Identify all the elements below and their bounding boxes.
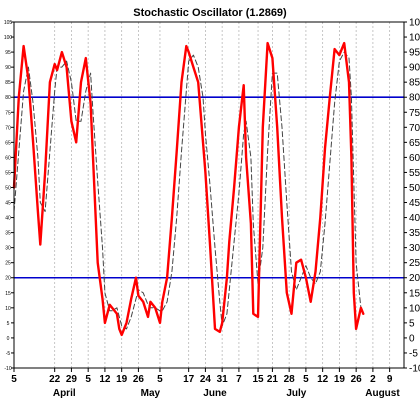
y-tick-label-right: 70 [409,123,420,134]
month-label: April [53,388,76,399]
y-tick-label-left: 25 [5,261,11,267]
x-tick-label: 5 [303,374,309,385]
y-tick-label-left: 60 [5,155,11,161]
x-tick-label: 29 [66,374,78,385]
x-tick-label: 7 [236,374,242,385]
x-tick-label: 28 [284,374,296,385]
x-tick-label: 5 [85,374,91,385]
month-label: May [141,388,161,399]
y-tick-label-left: 45 [5,201,11,207]
x-tick-label: 19 [116,374,128,385]
x-tick-label: 21 [267,374,279,385]
y-tick-label-right: 25 [409,258,420,269]
y-tick-label-left: 105 [4,20,13,26]
y-tick-label-left: 55 [5,170,11,176]
x-tick-label: 2 [370,374,376,385]
y-tick-label-right: 65 [409,138,420,149]
x-tick-label: 22 [49,374,61,385]
y-tick-label-right: 15 [409,288,420,299]
y-tick-label-right: 30 [409,243,420,254]
y-tick-label-left: 80 [5,95,11,101]
x-tick-label: 26 [351,374,363,385]
y-tick-label-left: 20 [5,276,11,282]
series-line-d [13,51,364,330]
y-tick-label-right: 105 [409,18,420,29]
month-labels: April May June July August [53,388,400,399]
y-tick-label-left: 15 [5,291,11,297]
y-tick-label-right: 55 [409,168,420,179]
y-tick-label-left: 90 [5,65,11,71]
plot-frame [13,21,405,369]
month-label: August [365,388,400,399]
x-tick-label: 19 [334,374,346,385]
y-tick-label-right: 45 [409,198,420,209]
x-tick-label: 9 [387,374,393,385]
y-tick-label-left: 5 [7,321,10,327]
x-tick-label: 26 [133,374,145,385]
y-tick-label-right: 40 [409,213,420,224]
y-tick-label-left: -5 [6,351,11,357]
y-tick-label-right: 100 [409,33,420,44]
y-tick-label-right: 50 [409,183,420,194]
y-axis-ticks: -10-10-5-5005510101515202025253030353540… [4,18,420,375]
y-tick-label-left: 50 [5,185,11,191]
x-tick-label: 5 [157,374,163,385]
y-tick-label-right: 10 [409,303,420,314]
y-tick-label-left: 35 [5,231,11,237]
y-tick-label-right: 5 [409,318,415,329]
y-tick-label-left: 30 [5,246,11,252]
x-tick-label: 12 [317,374,329,385]
y-tick-label-left: 75 [5,110,11,116]
y-tick-label-right: 20 [409,273,420,284]
y-tick-label-left: 0 [7,336,10,342]
y-tick-label-right: 90 [409,63,420,74]
x-tick-label: 31 [217,374,229,385]
y-tick-label-right: 85 [409,78,420,89]
y-tick-label-right: 75 [409,108,420,119]
y-tick-label-left: 10 [5,306,11,312]
month-label: June [203,388,227,399]
y-tick-label-left: -10 [4,366,11,372]
chart-title: Stochastic Oscillator (1.2869) [133,7,287,19]
y-tick-label-left: 85 [5,80,11,86]
x-tick-label: 24 [200,374,212,385]
y-tick-label-right: -10 [409,364,420,375]
x-tick-label: 12 [99,374,111,385]
x-tick-label: 5 [11,374,17,385]
y-tick-label-left: 40 [5,216,11,222]
y-tick-label-right: -5 [409,348,418,359]
series-line-k [12,41,365,337]
x-tick-label: 15 [252,374,264,385]
x-axis-ticks: 5 22 29 5 12 19 26 5 17 24 31 7 15 21 28 5 12 19 26 2 9 [11,368,393,385]
y-tick-label-left: 65 [5,140,11,146]
y-tick-label-left: 100 [4,35,13,41]
y-tick-label-right: 35 [409,228,420,239]
y-tick-label-right: 80 [409,93,420,104]
month-label: July [286,388,306,399]
y-tick-label-left: 70 [5,125,11,131]
y-tick-label-right: 95 [409,48,420,59]
y-tick-label-left: 95 [5,50,11,56]
y-tick-label-right: 60 [409,153,420,164]
x-tick-label: 17 [183,374,195,385]
y-tick-label-right: 0 [409,333,415,344]
series-lines [12,41,365,337]
